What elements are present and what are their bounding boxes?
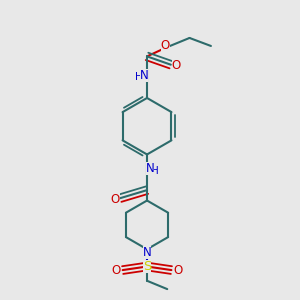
Text: N: N	[146, 162, 154, 175]
Text: O: O	[110, 193, 120, 206]
Text: H: H	[152, 166, 159, 176]
Text: H: H	[135, 72, 142, 82]
Text: O: O	[112, 264, 121, 277]
Text: S: S	[143, 260, 151, 273]
Text: O: O	[173, 264, 183, 277]
Text: O: O	[172, 59, 181, 72]
Text: N: N	[140, 69, 148, 82]
Text: O: O	[160, 39, 170, 52]
Text: N: N	[143, 246, 152, 259]
